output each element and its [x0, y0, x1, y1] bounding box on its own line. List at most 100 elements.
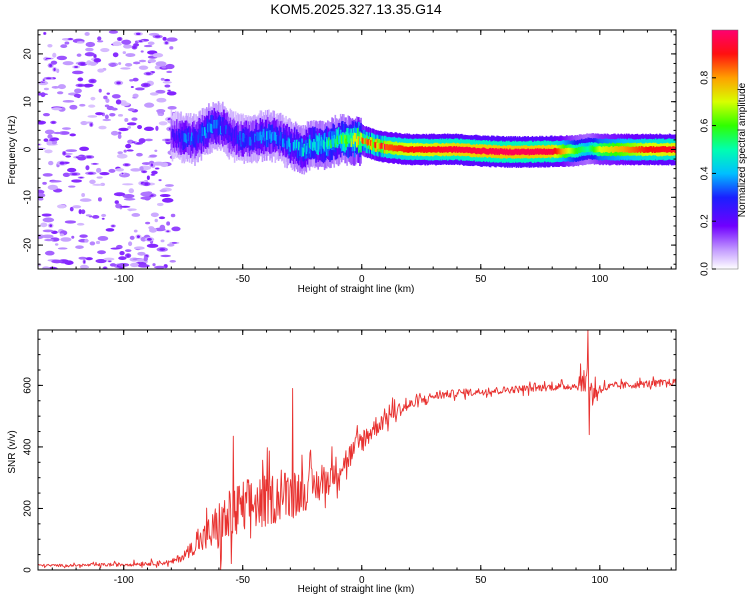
ridge-cell — [257, 132, 259, 142]
noise-speckle-core — [155, 35, 161, 38]
ridge-cell — [580, 146, 583, 153]
noise-speckle — [130, 168, 141, 172]
ridge-cell — [429, 146, 432, 153]
noise-speckle — [42, 173, 53, 177]
noise-speckle — [159, 224, 166, 230]
ridge-cell — [654, 147, 657, 153]
noise-speckle — [125, 143, 132, 149]
ridge-cell — [184, 133, 187, 143]
ridge-cell — [653, 147, 656, 154]
noise-speckle — [159, 193, 171, 198]
ridge-cell — [278, 126, 281, 145]
ridge-cell — [532, 149, 535, 155]
ridge-cell — [454, 147, 457, 153]
ridge-cell — [418, 146, 420, 153]
ridge-cell — [615, 146, 617, 152]
noise-speckle — [92, 215, 100, 219]
ridge-cell — [633, 147, 636, 153]
ridge-cell — [523, 148, 525, 155]
ridge-cell — [177, 134, 179, 144]
noise-speckle-core — [80, 62, 85, 66]
ridge-cell — [210, 123, 212, 133]
ridge-cell — [284, 134, 286, 144]
ridge-cell — [621, 145, 624, 152]
noise-speckle — [119, 250, 125, 256]
noise-speckle — [88, 104, 96, 108]
ridge-cell — [254, 133, 256, 143]
ridge-cell — [649, 146, 652, 152]
noise-speckle — [121, 39, 132, 45]
ridge-cell — [240, 137, 242, 147]
ridge-cell — [614, 146, 616, 152]
noise-speckle — [135, 87, 145, 91]
noise-speckle — [62, 127, 71, 130]
ridge-cell — [617, 146, 619, 153]
noise-speckle-core — [136, 235, 140, 239]
ridge-cell — [560, 149, 563, 155]
ridge-cell — [212, 122, 214, 132]
ridge-cell — [323, 141, 326, 151]
ridge-cell — [549, 148, 552, 155]
noise-speckle-core — [165, 41, 168, 45]
ridge-cell — [302, 147, 304, 157]
noise-speckle — [117, 134, 122, 139]
ridge-cell — [390, 144, 392, 151]
ridge-cell — [353, 132, 356, 151]
ridge-cell — [318, 137, 321, 147]
ridge-cell — [658, 146, 660, 153]
ridge-cell — [450, 146, 452, 152]
ridge-cell — [577, 147, 580, 153]
ridge-cell — [319, 140, 322, 150]
ridge-cell — [359, 138, 361, 148]
noise-speckle — [79, 146, 90, 152]
ridge-cell — [510, 149, 512, 156]
ridge-cell — [255, 135, 257, 145]
ridge-cell — [542, 148, 544, 155]
ridge-cell — [464, 147, 466, 153]
noise-speckle — [64, 220, 77, 224]
colorbar-ticks: 0.0 0.2 0.4 0.6 0.8 — [700, 70, 716, 276]
ridge-cell — [439, 147, 442, 153]
ridge-cell — [273, 131, 276, 141]
noise-speckle-core — [74, 66, 79, 68]
ridge-cell — [543, 148, 546, 155]
ridge-cell — [524, 149, 526, 155]
ridge-cell — [345, 138, 347, 148]
ridge-cell — [297, 140, 299, 150]
ridge-cell — [340, 135, 343, 144]
ridge-cell — [186, 131, 189, 140]
noise-speckle — [164, 184, 174, 187]
ridge-cell — [460, 146, 463, 153]
noise-speckle-core — [53, 68, 56, 72]
noise-speckle — [136, 258, 145, 263]
ridge-cell — [350, 128, 353, 148]
y-tick-label: 400 — [23, 438, 34, 455]
ridge-cell — [338, 135, 341, 145]
noise-speckle-core — [145, 72, 151, 75]
ridge-cell — [229, 127, 232, 137]
ridge-cell — [519, 149, 522, 155]
noise-speckle — [81, 192, 86, 198]
noise-speckle — [65, 155, 72, 158]
noise-speckle — [133, 229, 138, 233]
noise-speckle — [117, 131, 122, 135]
ridge-cell — [267, 131, 269, 141]
ridge-cell — [316, 141, 318, 151]
ridge-cell — [175, 131, 178, 140]
ridge-cell — [259, 131, 262, 141]
ridge-cell — [411, 145, 414, 152]
ridge-cell — [433, 146, 435, 153]
noise-speckle — [151, 170, 158, 175]
noise-speckle — [108, 168, 116, 173]
ridge-cell — [473, 147, 476, 154]
ridge-cell — [242, 133, 244, 142]
noise-speckle — [166, 70, 173, 74]
ridge-cell — [315, 142, 317, 152]
noise-speckle-core — [159, 179, 162, 181]
ridge-cell — [325, 138, 328, 148]
ridge-cell — [570, 147, 572, 154]
noise-speckle — [132, 77, 139, 82]
ridge-cell — [379, 143, 382, 150]
ridge-cell — [389, 144, 391, 151]
